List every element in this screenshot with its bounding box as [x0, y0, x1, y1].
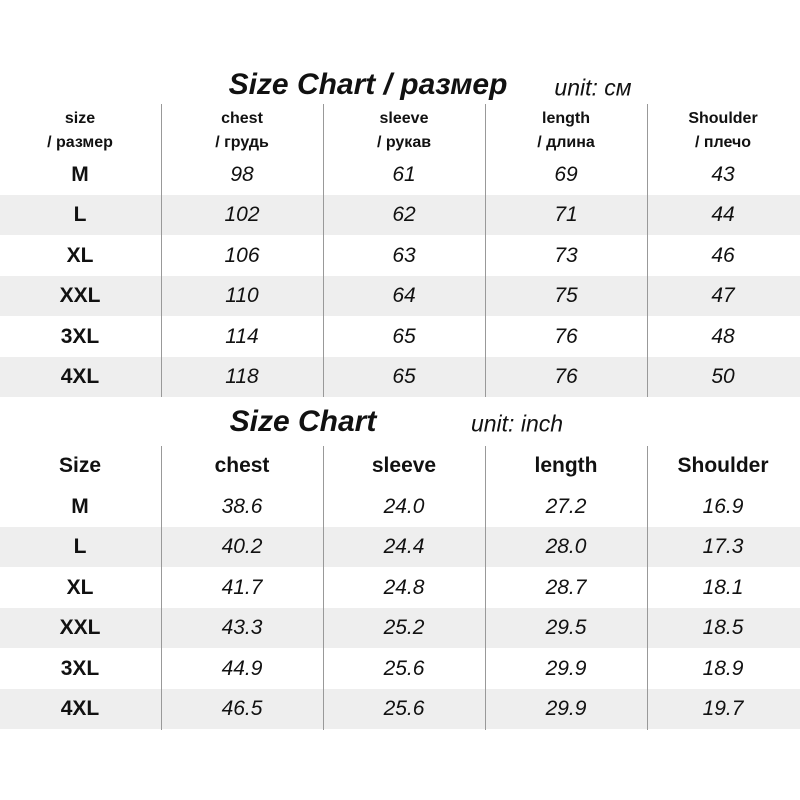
value-cell: 43.3 [221, 616, 263, 640]
column-divider [647, 446, 648, 730]
column-divider [485, 104, 486, 397]
value-cell: 27.2 [545, 495, 587, 518]
value-cell: 17.3 [702, 535, 744, 559]
size-cell: XL [66, 575, 94, 599]
column-header: size [64, 110, 96, 127]
size-cell: L [73, 535, 87, 559]
value-cell: 65 [392, 365, 416, 388]
size-cell: M [71, 495, 89, 518]
column-header: / плечо [694, 134, 752, 151]
row-band [0, 357, 800, 397]
size-cell: L [73, 203, 87, 227]
size-cell: 4XL [60, 697, 100, 720]
unit-label: unit: см [554, 74, 632, 101]
column-header: Size [58, 454, 102, 477]
column-header: Shoulder [677, 454, 769, 477]
row-band [0, 276, 800, 317]
value-cell: 24.8 [383, 575, 425, 599]
size-cell: 3XL [60, 656, 100, 680]
value-cell: 18.9 [702, 656, 744, 680]
value-cell: 44 [711, 203, 735, 227]
column-divider [647, 104, 648, 397]
column-header: length [542, 110, 590, 127]
column-divider [485, 446, 486, 730]
size-cell: XL [66, 243, 94, 267]
value-cell: 28.7 [545, 575, 587, 599]
value-cell: 38.6 [221, 495, 263, 518]
value-cell: 24.4 [383, 535, 425, 559]
value-cell: 18.1 [702, 575, 744, 599]
value-cell: 25.6 [383, 697, 425, 720]
column-header: length [534, 454, 598, 477]
column-header: / размер [47, 134, 113, 151]
value-cell: 19.7 [702, 697, 744, 720]
value-cell: 41.7 [221, 575, 263, 599]
column-divider [323, 104, 324, 397]
table-title: Size Chart / размер [228, 68, 508, 101]
unit-label: unit: inch [470, 410, 564, 437]
value-cell: 24.0 [383, 495, 425, 518]
value-cell: 46 [711, 243, 735, 267]
value-cell: 28.0 [545, 535, 587, 559]
value-cell: 76 [554, 324, 578, 348]
value-cell: 76 [554, 365, 578, 388]
value-cell: 98 [230, 163, 254, 186]
value-cell: 65 [392, 324, 416, 348]
value-cell: 25.2 [383, 616, 425, 640]
value-cell: 48 [711, 324, 735, 348]
column-header: sleeve [371, 454, 437, 477]
column-header: chest [221, 110, 263, 127]
value-cell: 46.5 [221, 697, 263, 720]
value-cell: 62 [392, 203, 416, 227]
row-band [0, 195, 800, 236]
size-cell: 3XL [60, 324, 100, 348]
value-cell: 64 [392, 284, 416, 308]
column-header: Shoulder [688, 110, 758, 127]
value-cell: 63 [392, 243, 416, 267]
row-band [0, 608, 800, 649]
value-cell: 61 [392, 163, 416, 186]
column-divider [161, 446, 162, 730]
column-header: chest [214, 454, 270, 477]
column-header: / рукав [376, 134, 432, 151]
value-cell: 102 [224, 203, 260, 227]
value-cell: 25.6 [383, 656, 425, 680]
column-header: sleeve [379, 110, 429, 127]
value-cell: 75 [554, 284, 578, 308]
value-cell: 110 [225, 284, 259, 308]
column-header: / длина [537, 134, 595, 151]
value-cell: 44.9 [221, 656, 263, 680]
value-cell: 29.9 [545, 697, 587, 720]
column-divider [161, 104, 162, 397]
size-cell: M [71, 163, 89, 186]
value-cell: 106 [224, 243, 260, 267]
column-divider [323, 446, 324, 730]
value-cell: 118 [225, 365, 259, 388]
size-cell: 4XL [60, 365, 100, 388]
value-cell: 43 [711, 163, 735, 186]
table-title: Size Chart [229, 405, 377, 438]
value-cell: 50 [711, 365, 735, 388]
size-cell: XXL [59, 284, 101, 308]
value-cell: 18.5 [702, 616, 744, 640]
row-band [0, 689, 800, 729]
value-cell: 40.2 [221, 535, 263, 559]
value-cell: 16.9 [702, 495, 744, 518]
size-cell: XXL [59, 616, 101, 640]
row-band [0, 527, 800, 568]
value-cell: 47 [711, 284, 735, 308]
value-cell: 29.5 [545, 616, 587, 640]
value-cell: 29.9 [545, 656, 587, 680]
column-header: / грудь [215, 134, 269, 151]
value-cell: 73 [554, 243, 578, 267]
value-cell: 71 [554, 203, 578, 227]
value-cell: 69 [554, 163, 578, 186]
value-cell: 114 [225, 324, 259, 348]
